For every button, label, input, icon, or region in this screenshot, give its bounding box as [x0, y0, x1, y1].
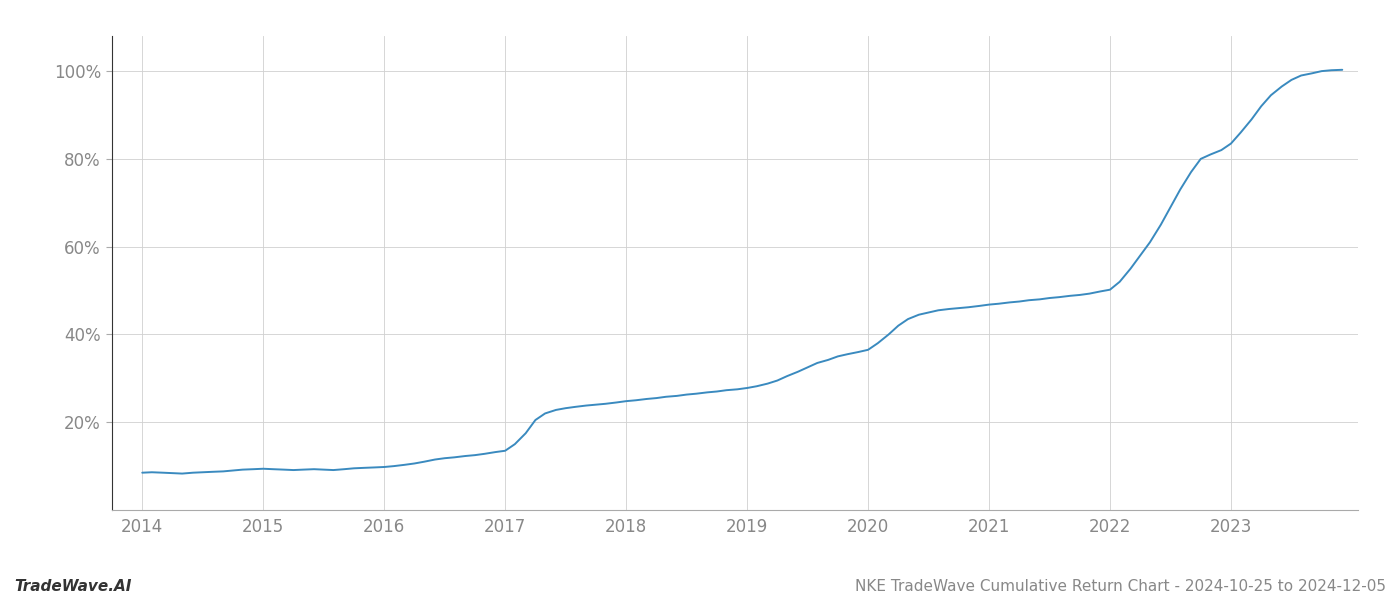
- Text: NKE TradeWave Cumulative Return Chart - 2024-10-25 to 2024-12-05: NKE TradeWave Cumulative Return Chart - …: [855, 579, 1386, 594]
- Text: TradeWave.AI: TradeWave.AI: [14, 579, 132, 594]
